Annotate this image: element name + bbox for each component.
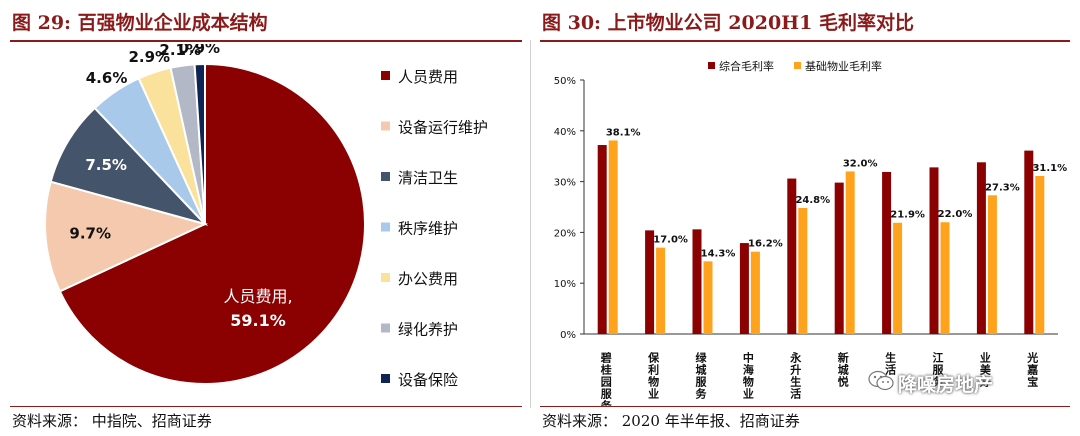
bar-2-1 xyxy=(608,140,618,334)
bar-2-2 xyxy=(656,247,666,334)
bar-value-label-2-7: 21.9% xyxy=(890,210,925,221)
legend-label-3: 清洁卫生 xyxy=(398,169,458,187)
x-category-label-1: 碧桂园服务 xyxy=(599,351,613,406)
legend-swatch-1 xyxy=(381,71,390,80)
bar-2-5 xyxy=(798,208,808,334)
bar-2-7 xyxy=(893,222,903,334)
pie-slice-label-5: 2.9% xyxy=(128,48,170,66)
legend-swatch-2 xyxy=(381,121,390,131)
bar-1-5 xyxy=(787,178,797,334)
bar-legend-swatch-1 xyxy=(708,62,715,69)
bar-legend-label-2: 基础物业毛利率 xyxy=(805,59,882,73)
pie-main-label-value: 59.1% xyxy=(230,311,286,330)
legend-label-5: 办公费用 xyxy=(398,270,458,288)
y-tick-label-4: 40% xyxy=(554,127,576,138)
legend-label-7: 设备保险 xyxy=(398,371,458,389)
right-panel-title: 图 30: 上市物业公司 2020H1 毛利率对比 xyxy=(542,12,914,34)
cost-structure-pie-chart: 9.7% 7.5% 4.6%2.9%2.1%0.9% 人员费用, 59.1% 人员费用设… xyxy=(44,44,488,389)
bar-1-3 xyxy=(692,229,702,334)
bar-value-label-2-3: 14.3% xyxy=(701,248,736,259)
y-tick-label-1: 10% xyxy=(554,279,576,290)
watermark-text: 降噪房地产 xyxy=(898,374,994,396)
bar-2-8 xyxy=(940,222,950,334)
bar-1-6 xyxy=(834,182,844,334)
left-source-note: 资料来源： 中指院、招商证券 xyxy=(12,412,212,430)
right-title-rule xyxy=(540,40,1070,42)
bar-value-label-2-5: 24.8% xyxy=(795,195,830,206)
bar-1-8 xyxy=(929,167,939,334)
pie-slice-label-3: 7.5% xyxy=(85,156,127,174)
pie-main-label-name: 人员费用, xyxy=(223,287,292,306)
bar-2-6 xyxy=(845,171,855,334)
bar-value-label-2-9: 27.3% xyxy=(985,182,1020,193)
bar-1-10 xyxy=(1024,150,1034,334)
legend-swatch-5 xyxy=(381,273,390,282)
left-panel-title: 图 29: 百强物业企业成本结构 xyxy=(12,12,268,34)
bar-2-10 xyxy=(1035,176,1045,334)
legend-swatch-7 xyxy=(381,374,390,383)
gross-margin-bar-chart: 综合毛利率 基础物业毛利率 0% 10% 20% 30% 40% 50% 38.1% 碧桂园服… xyxy=(554,59,1067,406)
legend-swatch-3 xyxy=(381,172,390,181)
left-source-rule xyxy=(10,406,522,407)
bar-value-label-2-10: 31.1% xyxy=(1032,163,1067,174)
bar-value-label-2-4: 16.2% xyxy=(748,239,783,250)
pie-slice-label-7: 0.9% xyxy=(178,44,220,57)
x-category-label-3: 绿城服务 xyxy=(694,351,707,400)
bar-value-label-2-2: 17.0% xyxy=(653,235,688,246)
pie-slice-label-4: 4.6% xyxy=(86,69,128,87)
y-tick-label-2: 20% xyxy=(554,228,576,239)
x-category-label-4: 中海物业 xyxy=(741,351,754,399)
x-category-label-9: 业美好 xyxy=(978,351,992,388)
bar-2-9 xyxy=(987,195,997,334)
y-tick-label-0: 0% xyxy=(560,330,576,341)
pie-slice-2 xyxy=(44,180,208,293)
bar-1-4 xyxy=(739,243,749,334)
left-title-rule xyxy=(10,40,522,42)
bar-value-label-2-6: 32.0% xyxy=(843,158,878,169)
bar-1-9 xyxy=(976,162,986,334)
bar-2-3 xyxy=(703,261,713,334)
pie-slice-label-6: 2.1% xyxy=(159,44,201,59)
legend-swatch-6 xyxy=(381,323,390,333)
bar-legend-swatch-2 xyxy=(794,62,801,69)
y-tick-label-3: 30% xyxy=(554,178,576,189)
legend-label-2: 设备运行维护 xyxy=(398,119,488,137)
bar-legend-label-1: 综合毛利率 xyxy=(719,59,774,73)
bar-1-7 xyxy=(882,171,892,334)
pie-slice-7 xyxy=(193,62,206,225)
bar-2-4 xyxy=(750,251,760,334)
y-tick-label-5: 50% xyxy=(554,76,576,87)
x-category-label-6: 新城悦 xyxy=(836,351,849,388)
pie-slice-1 xyxy=(58,62,366,385)
x-category-label-7: 生活 xyxy=(884,351,897,376)
x-category-label-2: 保利物业 xyxy=(647,351,661,399)
legend-label-1: 人员费用 xyxy=(398,68,458,86)
x-category-label-5: 永升生活 xyxy=(789,351,803,400)
legend-label-6: 绿化养护 xyxy=(398,321,458,339)
bar-1-2 xyxy=(645,230,655,334)
x-category-label-8: 江服务 xyxy=(931,351,944,388)
pie-slice-label-2: 9.7% xyxy=(69,225,111,243)
wechat-icon xyxy=(868,370,894,391)
bar-1-1 xyxy=(597,145,607,334)
bar-value-label-2-8: 22.0% xyxy=(938,209,973,220)
panel-divider xyxy=(530,40,531,408)
legend-swatch-4 xyxy=(381,222,390,232)
bar-value-label-2-1: 38.1% xyxy=(606,127,641,138)
x-category-label-10: 光嘉宝 xyxy=(1026,351,1040,388)
right-source-rule xyxy=(540,406,1070,407)
legend-label-4: 秩序维护 xyxy=(398,220,458,238)
right-source-note: 资料来源： 2020 年半年报、招商证券 xyxy=(542,412,800,430)
pie-slice-3 xyxy=(49,106,209,226)
